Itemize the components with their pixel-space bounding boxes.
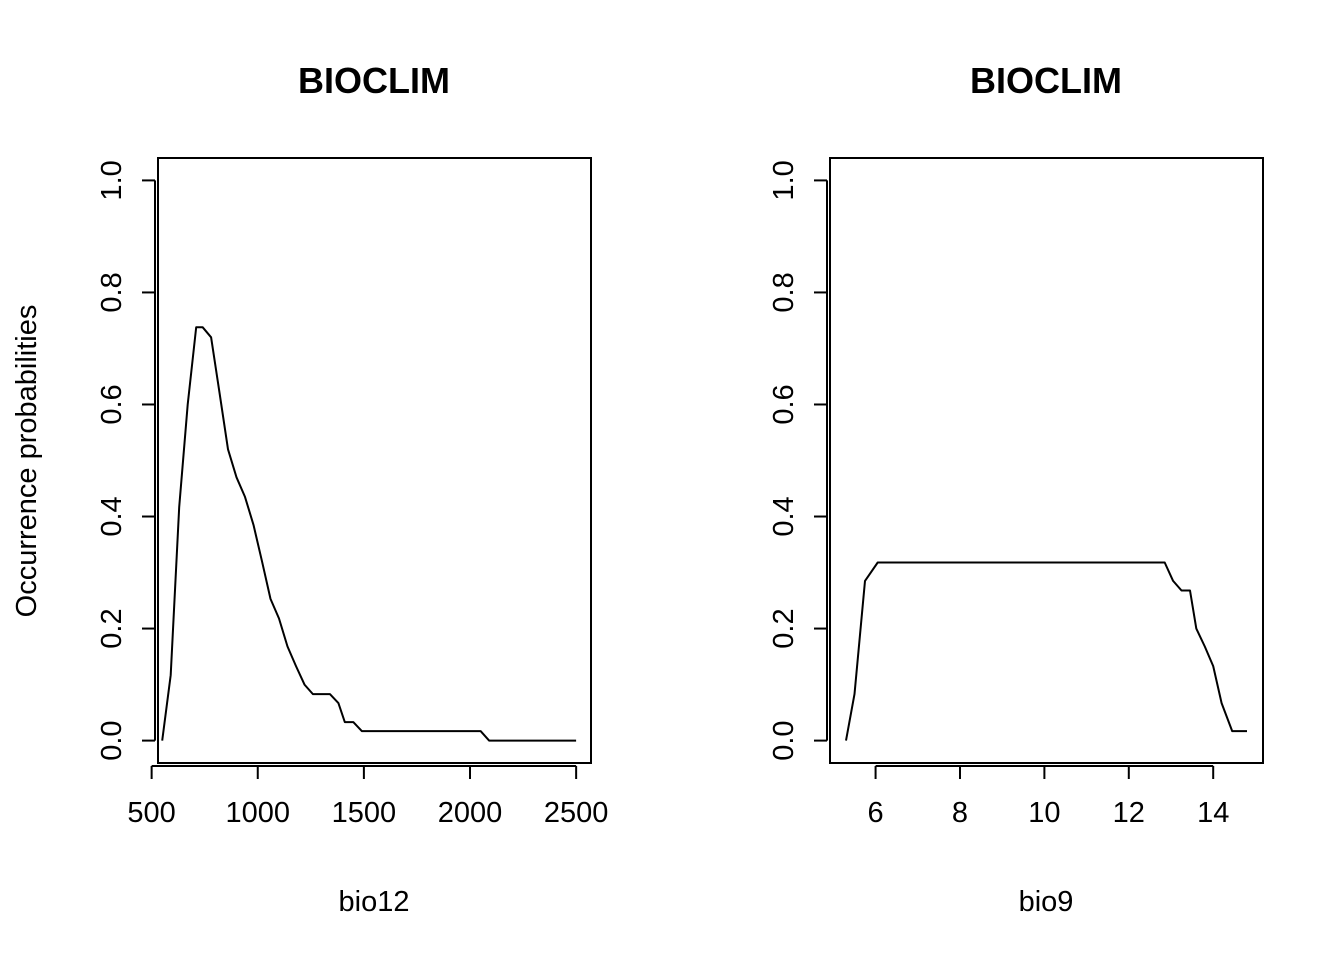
y-tick-label: 0.2 — [96, 608, 128, 648]
series-line — [845, 561, 1247, 741]
x-tick-label: 2500 — [544, 797, 609, 829]
y-tick-label: 0.4 — [768, 496, 800, 536]
plot-title: BIOCLIM — [298, 60, 450, 101]
x-axis-label: bio12 — [339, 886, 410, 918]
panel-bio9: BIOCLIM 6 8 10 12 14 0.0 0.2 0.4 0.6 0.8 1.0 bio9 — [768, 60, 1264, 918]
x-tick-label: 12 — [1113, 797, 1145, 829]
panel-1-axes: 500 1000 1500 2000 2500 0.0 0.2 0.4 0.6 0.8 1.0 — [96, 160, 608, 829]
panel-2-axes: 6 8 10 12 14 0.0 0.2 0.4 0.6 0.8 1.0 — [768, 160, 1229, 829]
x-tick-label: 10 — [1028, 797, 1060, 829]
y-tick-label: 0.0 — [96, 720, 128, 760]
panel-bio12: BIOCLIM 500 1000 1500 2000 2500 0.0 0.2 0.4 0.6 0… — [11, 60, 608, 918]
y-tick-label: 0.2 — [768, 608, 800, 648]
x-axis-label: bio9 — [1019, 886, 1074, 918]
y-tick-label: 1.0 — [96, 160, 128, 200]
x-tick-label: 1000 — [226, 797, 291, 829]
x-tick-label: 500 — [127, 797, 175, 829]
y-tick-label: 0.8 — [96, 272, 128, 312]
x-tick-label: 14 — [1197, 797, 1229, 829]
y-tick-label: 0.6 — [768, 384, 800, 424]
y-tick-label: 0.6 — [96, 384, 128, 424]
y-tick-label: 0.8 — [768, 272, 800, 312]
plot-frame — [157, 157, 592, 764]
x-tick-label: 8 — [952, 797, 968, 829]
x-tick-label: 2000 — [438, 797, 503, 829]
plot-title: BIOCLIM — [970, 60, 1122, 101]
plot-frame — [829, 157, 1264, 764]
series-line — [161, 326, 577, 742]
x-tick-label: 6 — [868, 797, 884, 829]
y-axis-label: Occurrence probabilities — [11, 305, 43, 618]
y-tick-label: 1.0 — [768, 160, 800, 200]
y-tick-label: 0.0 — [768, 720, 800, 760]
y-tick-label: 0.4 — [96, 496, 128, 536]
x-tick-label: 1500 — [332, 797, 397, 829]
